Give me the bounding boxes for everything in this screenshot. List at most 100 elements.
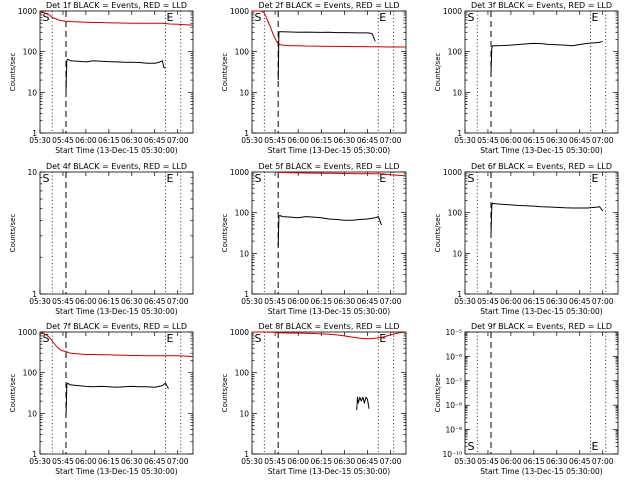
panel-title: Det 8f BLACK = Events, RED = LLD xyxy=(258,322,399,331)
panel-det-2: Det 2f BLACK = Events, RED = LLD 1 10 100 10… xyxy=(221,1,407,155)
y-tick-label: 100 xyxy=(235,48,250,57)
x-tick-label: 05:30 xyxy=(454,136,476,145)
annotation-e: E xyxy=(591,11,598,24)
panel-det-6: Det 6f BLACK = Events, RED = LLD 1 10 100 10… xyxy=(434,162,619,316)
x-tick-label: 05:30 xyxy=(454,297,476,306)
x-tick-label: 07:00 xyxy=(380,136,402,145)
y-tick-label: 10 xyxy=(27,409,37,418)
y-tick-label: 10⁻⁷ xyxy=(445,377,462,386)
y-tick-label: 1000 xyxy=(230,168,249,177)
panel-title: Det 1f BLACK = Events, RED = LLD xyxy=(46,1,187,10)
y-tick-label: 1 xyxy=(457,129,462,138)
panel-title: Det 7f BLACK = Events, RED = LLD xyxy=(46,322,187,331)
annotation-s: S xyxy=(43,332,50,345)
panel-det-1: Det 1f BLACK = Events, RED = LLD 1 10 100 10… xyxy=(9,1,194,155)
y-tick-label: 1 xyxy=(32,450,37,459)
y-tick-label: 10⁻⁸ xyxy=(445,401,462,410)
y-tick-label: 10 xyxy=(239,88,249,97)
y-tick-label: 1 xyxy=(457,290,462,299)
x-tick-label: 06:00 xyxy=(287,297,309,306)
x-tick-label: 07:00 xyxy=(167,457,189,466)
y-tick-label: 100 xyxy=(23,369,38,378)
annotation-s: S xyxy=(255,172,262,185)
plot-frame xyxy=(464,171,619,295)
x-tick-label: 06:30 xyxy=(334,297,356,306)
plot-frame xyxy=(39,331,194,455)
x-tick-label: 06:00 xyxy=(75,297,97,306)
x-tick-label: 06:45 xyxy=(144,136,166,145)
y-tick-label: 100 xyxy=(448,209,463,218)
y-tick-label: 10⁻⁵ xyxy=(445,328,462,337)
x-tick-label: 05:30 xyxy=(454,457,476,466)
series-events xyxy=(490,40,603,73)
x-tick-label: 05:30 xyxy=(29,297,51,306)
annotation-s: S xyxy=(255,11,262,24)
series-events xyxy=(65,58,166,93)
y-axis-label: Counts/sec xyxy=(221,53,229,92)
plot-frame xyxy=(464,331,619,455)
x-axis-label: Start Time (13-Dec-15 05:30:00) xyxy=(268,467,390,476)
x-tick-label: 06:30 xyxy=(334,457,356,466)
panel-title: Det 3f BLACK = Events, RED = LLD xyxy=(471,1,612,10)
x-tick-label: 05:30 xyxy=(29,136,51,145)
plot-frame xyxy=(464,10,619,134)
annotation-e: E xyxy=(379,172,386,185)
x-tick-label: 05:45 xyxy=(477,457,499,466)
x-tick-label: 07:00 xyxy=(592,297,614,306)
y-tick-label: 1000 xyxy=(230,328,249,337)
y-axis-label: Counts/sec xyxy=(9,374,17,413)
annotation-s: S xyxy=(468,172,475,185)
annotation-s: S xyxy=(468,11,475,24)
x-tick-label: 06:30 xyxy=(121,457,143,466)
x-tick-label: 06:00 xyxy=(500,136,522,145)
plot-frame xyxy=(39,10,194,134)
panel-det-7: Det 7f BLACK = Events, RED = LLD 1 10 100 10… xyxy=(9,322,194,476)
y-tick-label: 100 xyxy=(235,209,250,218)
x-tick-label: 05:45 xyxy=(264,457,286,466)
x-tick-label: 06:15 xyxy=(98,136,120,145)
annotation-s: S xyxy=(255,332,262,345)
annotation-e: E xyxy=(166,332,173,345)
y-tick-label: 10 xyxy=(27,168,37,177)
series-lld xyxy=(39,331,194,357)
x-tick-label: 05:45 xyxy=(52,297,74,306)
x-tick-label: 05:45 xyxy=(477,136,499,145)
x-tick-label: 06:45 xyxy=(357,457,379,466)
x-axis-label: Start Time (13-Dec-15 05:30:00) xyxy=(268,307,390,316)
y-tick-label: 100 xyxy=(23,48,38,57)
y-axis-label: Counts/sec xyxy=(9,214,17,253)
series-events xyxy=(277,215,382,247)
x-tick-label: 06:45 xyxy=(357,136,379,145)
y-tick-label: 1 xyxy=(32,290,37,299)
x-tick-label: 05:45 xyxy=(477,297,499,306)
x-tick-label: 05:45 xyxy=(264,136,286,145)
x-axis-label: Start Time (13-Dec-15 05:30:00) xyxy=(55,467,177,476)
panel-det-5: Det 5f BLACK = Events, RED = LLD 1 10 100 10… xyxy=(221,162,407,316)
y-tick-label: 10 xyxy=(239,409,249,418)
x-axis-label: Start Time (13-Dec-15 05:30:00) xyxy=(268,146,390,155)
x-tick-label: 06:15 xyxy=(310,457,332,466)
x-tick-label: 06:30 xyxy=(121,297,143,306)
x-tick-label: 06:00 xyxy=(500,297,522,306)
x-tick-label: 06:00 xyxy=(287,457,309,466)
x-axis-label: Start Time (13-Dec-15 05:30:00) xyxy=(480,146,602,155)
series-lld xyxy=(39,10,194,26)
series-events xyxy=(277,31,376,81)
y-tick-label: 10 xyxy=(452,88,462,97)
annotation-e: E xyxy=(379,332,386,345)
x-tick-label: 06:15 xyxy=(523,457,545,466)
y-tick-label: 10⁻⁶ xyxy=(445,352,462,361)
y-axis-label: Counts/sec xyxy=(221,214,229,253)
y-tick-label: 1 xyxy=(244,290,249,299)
annotation-e: E xyxy=(591,172,598,185)
x-axis-label: Start Time (13-Dec-15 05:30:00) xyxy=(480,467,602,476)
x-axis-label: Start Time (13-Dec-15 05:30:00) xyxy=(480,307,602,316)
panel-det-8: Det 8f BLACK = Events, RED = LLD 1 10 100 10… xyxy=(221,322,407,476)
panel-det-4: Det 4f BLACK = Events, RED = LLD 1 10 05:30… xyxy=(9,162,194,316)
y-tick-label: 1000 xyxy=(443,168,462,177)
x-tick-label: 07:00 xyxy=(592,136,614,145)
y-axis-label: Counts/sec xyxy=(434,374,442,413)
x-tick-label: 07:00 xyxy=(167,136,189,145)
annotation-s: S xyxy=(43,172,50,185)
